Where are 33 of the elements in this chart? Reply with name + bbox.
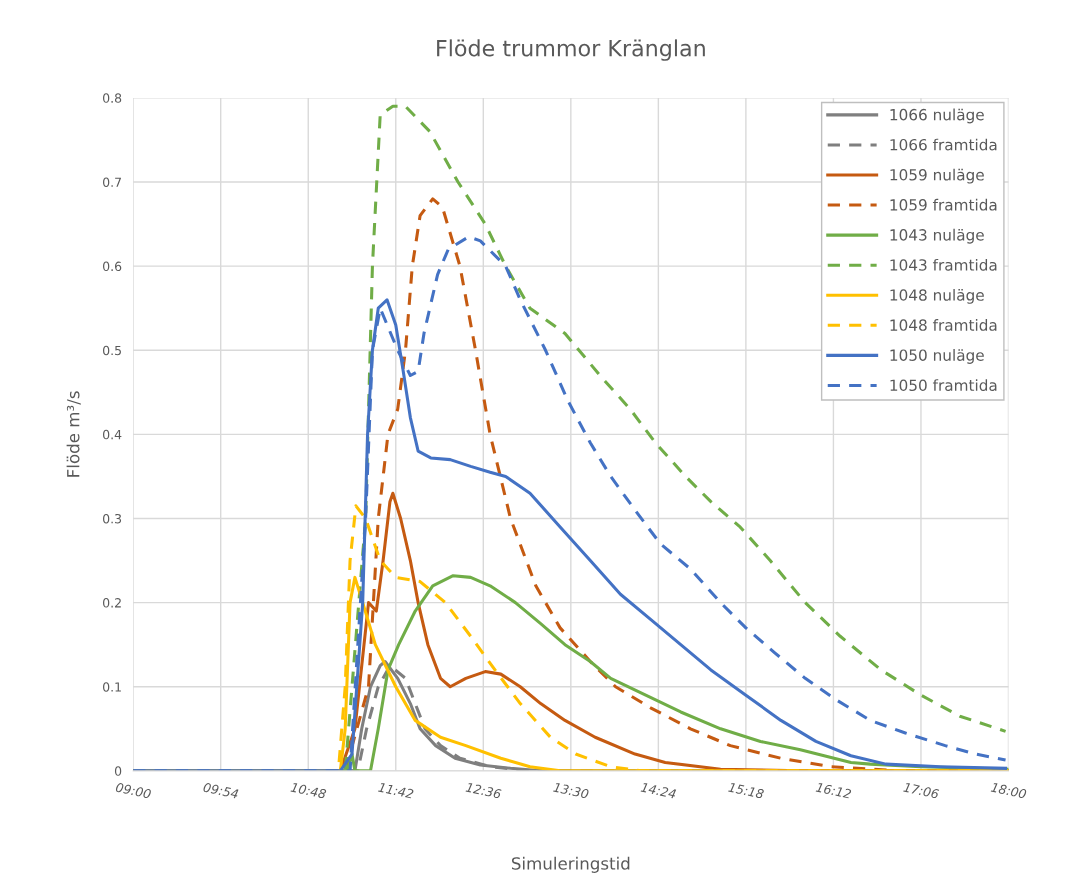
x-tick-label: 10:48 [290,782,327,799]
legend-label: 1048 framtida [890,319,997,331]
x-tick-label: 12:36 [465,782,502,799]
x-tick-label: 16:12 [815,782,852,799]
y-tick-label: 0.8 [103,93,122,103]
x-tick-label: 15:18 [728,782,765,799]
x-tick-label: 17:06 [903,782,940,799]
legend-label: 1043 framtida [890,258,997,271]
legend-label: 1050 nuläge [890,349,984,364]
y-tick-label: 0.4 [103,429,122,440]
y-tick-label: 0.1 [103,682,121,692]
y-tick-label: 0.5 [103,345,121,356]
legend-label: 1059 framtida [890,198,997,211]
chart-title: Flöde trummor Kränglan [437,39,705,61]
legend-label: 1059 nuläge [890,168,984,184]
x-tick-label: 11:42 [378,782,414,799]
y-tick-label: 0.7 [103,177,121,187]
y-tick-label: 0.6 [103,261,122,272]
legend-label: 1048 nuläge [890,288,984,304]
legend-label: 1050 framtida [890,379,997,391]
x-tick-label: 09:00 [115,782,152,799]
legend-label: 1066 framtida [890,138,997,151]
y-axis-title: Flöde m³/s [66,391,81,477]
legend-label: 1043 nuläge [890,228,984,244]
x-tick-label: 18:00 [990,782,1027,799]
x-tick-label: 09:54 [202,782,239,799]
x-tick-label: 14:24 [640,782,677,799]
x-axis-title: Simuleringstid [511,856,630,873]
legend-label: 1066 nuläge [890,108,984,124]
y-tick-label: 0.3 [103,513,122,524]
y-tick-label: 0 [114,766,122,776]
x-tick-label: 13:30 [553,782,590,799]
y-tick-label: 0.2 [103,598,121,608]
